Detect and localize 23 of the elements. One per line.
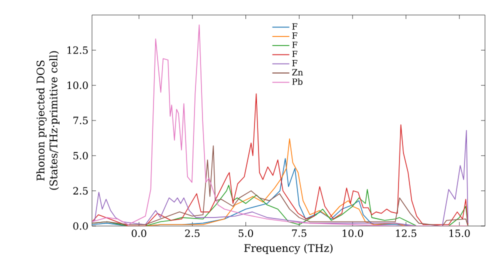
x-tick-label: 5.0: [238, 230, 254, 238]
y-tick-label: 2.5: [73, 187, 88, 195]
legend-label: F: [292, 32, 298, 39]
y-axis-title: Phonon projected DOS (States/THz·primitive cell): [36, 51, 60, 190]
x-tick-label: 10.0: [342, 230, 364, 238]
x-tick-label: 15.0: [450, 230, 470, 238]
x-tick-label: 7.5: [292, 230, 306, 237]
x-axis-title: Frequency (THz): [244, 244, 332, 254]
y-tick-label: 10.0: [68, 82, 88, 90]
legend-label: Zn: [292, 69, 303, 76]
y-tick-label: 0.0: [73, 222, 88, 230]
line-series: [92, 93, 468, 226]
legend-label: Pb: [292, 78, 302, 85]
legend-label: F: [292, 60, 298, 66]
y-tick-label: 5.0: [73, 152, 88, 160]
y-tick-label: 7.5: [73, 116, 88, 124]
x-tick-label: 0.0: [132, 230, 146, 238]
x-tick-label: 12.5: [396, 230, 416, 238]
legend-label: F: [292, 42, 298, 48]
y-tick-label: 12.5: [68, 46, 88, 54]
legend-label: F: [292, 50, 298, 58]
legend-label: F: [292, 23, 298, 30]
x-tick-label: 2.5: [185, 230, 200, 238]
